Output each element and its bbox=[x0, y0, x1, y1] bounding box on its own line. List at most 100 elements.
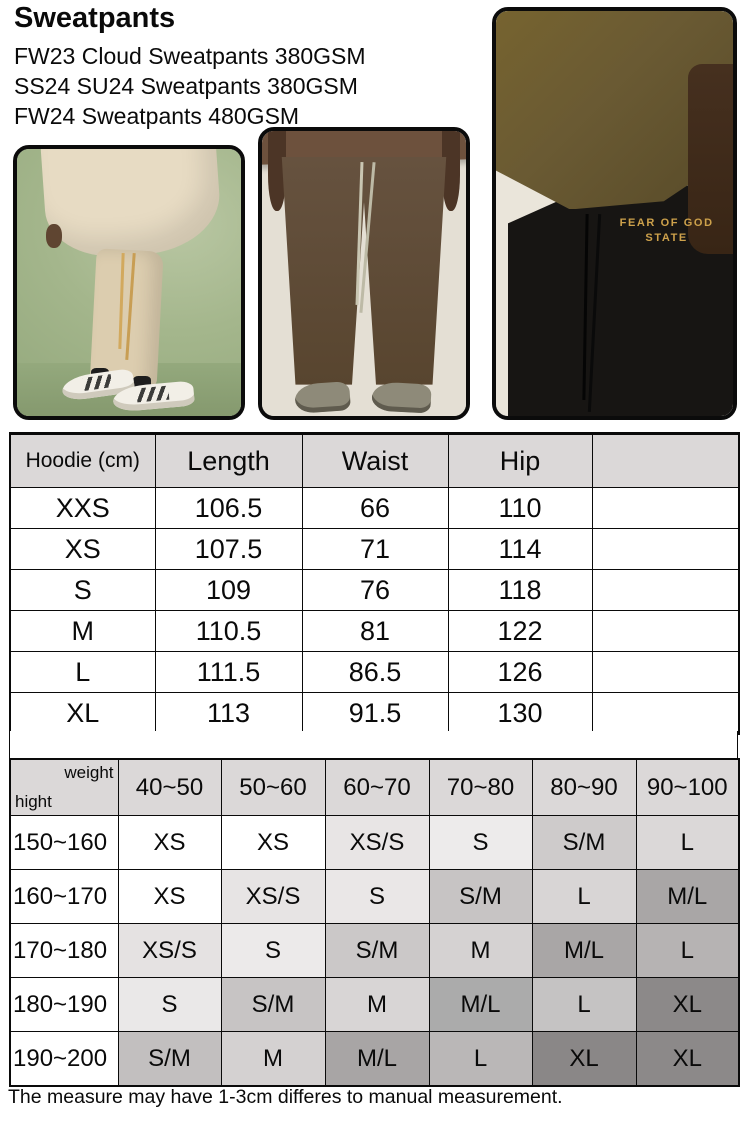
measurement-cell: 107.5 bbox=[154, 528, 303, 570]
product-line-1: FW23 Cloud Sweatpants 380GSM bbox=[14, 43, 366, 69]
photo-brown-sweatpants bbox=[258, 127, 470, 420]
recommended-size-cell: S/M bbox=[531, 815, 637, 870]
measurement-cell bbox=[591, 487, 740, 529]
recommended-size-cell: S/M bbox=[220, 977, 326, 1032]
recommended-size-cell: M bbox=[324, 977, 430, 1032]
measurement-cell bbox=[591, 651, 740, 693]
recommended-size-cell: M bbox=[428, 923, 533, 978]
sneaker-stripes bbox=[136, 385, 171, 403]
header: Sweatpants FW23 Cloud Sweatpants 380GSM … bbox=[14, 2, 484, 131]
measurement-cell: 66 bbox=[301, 487, 449, 529]
recommended-size-cell: XS/S bbox=[324, 815, 430, 870]
size-table-row: XS 107.5 71 114 bbox=[9, 528, 740, 570]
measurement-cell: 76 bbox=[301, 569, 449, 611]
recommended-size-cell: XS bbox=[117, 815, 222, 870]
print-line-2: STATE bbox=[645, 231, 688, 244]
recommended-size-cell: XS/S bbox=[220, 869, 326, 924]
size-label-cell: XXS bbox=[9, 487, 156, 529]
fit-table-row: 170~180 XS/S S S/M M M/L L bbox=[9, 923, 740, 978]
measurement-cell: 118 bbox=[447, 569, 593, 611]
fear-of-god-state-print: FEAR OF GOD STATE bbox=[619, 216, 714, 246]
size-table-row: XL 113 91.5 130 bbox=[9, 692, 740, 735]
col-header-empty bbox=[591, 433, 740, 488]
measurement-cell: 130 bbox=[447, 692, 593, 735]
measurement-header-row: Hoodie (cm) Length Waist Hip bbox=[9, 433, 740, 488]
size-table-row: L 111.5 86.5 126 bbox=[9, 651, 740, 693]
recommended-size-cell: L bbox=[531, 977, 637, 1032]
sneaker-shape bbox=[371, 381, 433, 414]
fit-header-row: weight hight 40~50 50~60 60~70 70~80 80~… bbox=[9, 758, 740, 816]
sneaker-stripes bbox=[82, 374, 113, 392]
col-header-waist: Waist bbox=[301, 433, 449, 488]
size-table-row: S 109 76 118 bbox=[9, 569, 740, 611]
size-table-row: XXS 106.5 66 110 bbox=[9, 487, 740, 529]
corner-header-cell: weight hight bbox=[9, 758, 119, 816]
fit-table-row: 150~160 XS XS XS/S S S/M L bbox=[9, 815, 740, 870]
recommended-size-cell: M/L bbox=[324, 1031, 430, 1087]
print-line-1: FEAR OF GOD bbox=[619, 216, 714, 229]
arm-shape bbox=[268, 131, 287, 211]
recommended-size-cell: M/L bbox=[635, 869, 740, 924]
weight-range-header: 60~70 bbox=[324, 758, 430, 816]
height-range-cell: 160~170 bbox=[9, 869, 119, 924]
recommended-size-cell: XS bbox=[117, 869, 222, 924]
height-range-cell: 190~200 bbox=[9, 1031, 119, 1087]
hand-shape bbox=[46, 223, 62, 248]
weight-range-header: 80~90 bbox=[531, 758, 637, 816]
recommended-size-cell: S bbox=[220, 923, 326, 978]
height-range-cell: 150~160 bbox=[9, 815, 119, 870]
measurement-cell: 113 bbox=[154, 692, 303, 735]
measurement-cell: 111.5 bbox=[154, 651, 303, 693]
measurement-cell bbox=[591, 528, 740, 570]
recommended-size-cell: S bbox=[324, 869, 430, 924]
photo-black-sweatpants: FEAR OF GOD STATE bbox=[492, 7, 737, 420]
weight-range-header: 90~100 bbox=[635, 758, 740, 816]
weight-range-header: 50~60 bbox=[220, 758, 326, 816]
recommended-size-cell: XS/S bbox=[117, 923, 222, 978]
recommended-size-cell: M bbox=[220, 1031, 326, 1087]
weight-range-header: 70~80 bbox=[428, 758, 533, 816]
measurement-cell: 109 bbox=[154, 569, 303, 611]
measurement-cell: 86.5 bbox=[301, 651, 449, 693]
recommended-size-cell: L bbox=[428, 1031, 533, 1087]
measurement-cell: 106.5 bbox=[154, 487, 303, 529]
measurement-cell: 126 bbox=[447, 651, 593, 693]
height-range-cell: 170~180 bbox=[9, 923, 119, 978]
size-table-body: XXS 106.5 66 110 XS 107.5 71 114 S 109 76 118 M 110.5… bbox=[9, 487, 740, 735]
col-header-hip: Hip bbox=[447, 433, 593, 488]
size-label-cell: L bbox=[9, 651, 156, 693]
recommended-size-cell: S/M bbox=[117, 1031, 222, 1087]
recommended-size-cell: XL bbox=[635, 1031, 740, 1087]
size-label-cell: M bbox=[9, 610, 156, 652]
corner-hight-label: hight bbox=[15, 792, 52, 811]
recommended-size-cell: S/M bbox=[428, 869, 533, 924]
recommended-size-cell: XL bbox=[635, 977, 740, 1032]
size-label-cell: S bbox=[9, 569, 156, 611]
weight-range-header: 40~50 bbox=[117, 758, 222, 816]
col-header-length: Length bbox=[154, 433, 303, 488]
measurement-cell: 122 bbox=[447, 610, 593, 652]
arm-in-pocket-shape bbox=[687, 63, 733, 254]
measurement-note: The measure may have 1-3cm differes to m… bbox=[8, 1086, 563, 1108]
size-recommendation-table: weight hight 40~50 50~60 60~70 70~80 80~… bbox=[9, 758, 740, 1087]
height-range-cell: 180~190 bbox=[9, 977, 119, 1032]
measurement-cell: 110.5 bbox=[154, 610, 303, 652]
recommended-size-cell: M/L bbox=[531, 923, 637, 978]
recommended-size-cell: S/M bbox=[324, 923, 430, 978]
size-table-row: M 110.5 81 122 bbox=[9, 610, 740, 652]
recommended-size-cell: M/L bbox=[428, 977, 533, 1032]
recommended-size-cell: XS bbox=[220, 815, 326, 870]
page-title: Sweatpants bbox=[14, 2, 176, 34]
recommended-size-cell: L bbox=[635, 815, 740, 870]
photo-cream-sweatpants bbox=[13, 145, 245, 420]
recommended-size-cell: L bbox=[531, 869, 637, 924]
table-gap bbox=[9, 731, 738, 758]
arm-shape bbox=[441, 131, 460, 211]
recommended-size-cell: XL bbox=[531, 1031, 637, 1087]
size-label-cell: XL bbox=[9, 692, 156, 735]
fit-table-body: 150~160 XS XS XS/S S S/M L 160~170 XS XS/S S S/M L M/… bbox=[9, 815, 740, 1087]
fit-table-row: 180~190 S S/M M M/L L XL bbox=[9, 977, 740, 1032]
measurement-cell: 71 bbox=[301, 528, 449, 570]
recommended-size-cell: L bbox=[635, 923, 740, 978]
